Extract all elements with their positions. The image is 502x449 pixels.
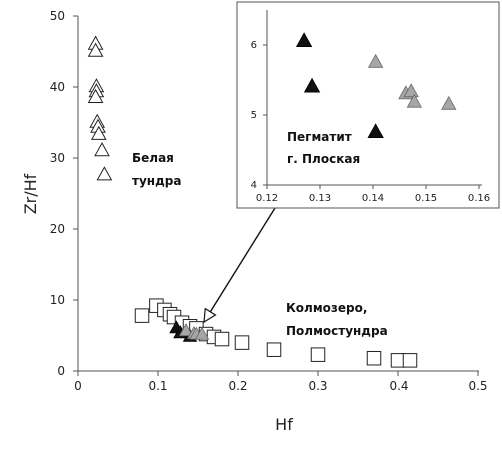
inset-x-tick-label: 0.12	[256, 193, 278, 204]
inset-x-tick-label: 0.13	[309, 193, 331, 204]
black-triangle-point	[295, 32, 313, 48]
gray-triangle-point	[406, 93, 423, 108]
zoom-arrow	[204, 207, 276, 322]
inset-x-tick-label: 0.16	[468, 193, 490, 204]
black-triangle-point	[367, 123, 384, 139]
y-tick-label: 20	[50, 222, 65, 236]
label-belaya-line2: тундра	[132, 174, 181, 188]
open-square-point	[310, 347, 326, 362]
inset-x-tick-label: 0.14	[362, 193, 384, 204]
main-plot-markers	[87, 35, 418, 368]
open-triangle-point	[87, 88, 104, 103]
open-square-point	[390, 353, 406, 368]
y-tick-label: 0	[57, 364, 65, 378]
open-triangle-point	[96, 166, 113, 181]
open-triangle-point	[94, 142, 110, 157]
y-tick-label: 50	[50, 9, 65, 23]
inset-tick-marks	[263, 44, 480, 189]
inset-y-tick-label: 6	[251, 40, 257, 51]
gray-triangle-point	[403, 83, 419, 98]
gray-triangle-point	[194, 326, 210, 340]
x-tick-label: 0.3	[308, 379, 327, 393]
y-tick-label: 10	[50, 293, 65, 307]
y-tick-label: 30	[50, 151, 65, 165]
open-square-point	[134, 308, 150, 323]
x-tick-label: 0.2	[228, 379, 247, 393]
y-axis-title: Zr/Hf	[21, 173, 40, 214]
inset-y-tick-label: 4	[251, 180, 257, 191]
open-square-point	[366, 350, 382, 366]
open-square-point	[402, 353, 418, 368]
open-triangle-point	[90, 125, 107, 140]
open-square-point	[214, 331, 230, 347]
x-tick-label: 0.4	[389, 379, 408, 393]
x-axis-title: Hf	[275, 415, 293, 434]
inset-panel	[236, 1, 500, 209]
gray-triangle-point	[367, 53, 384, 68]
open-square-point	[234, 335, 250, 350]
gray-triangle-point	[178, 323, 194, 337]
x-tick-label: 0.5	[468, 379, 487, 393]
open-triangle-point	[87, 42, 104, 57]
inset-x-tick-label: 0.15	[415, 193, 437, 204]
black-triangle-point	[303, 77, 321, 93]
x-tick-label: 0.1	[148, 379, 167, 393]
gray-triangle-point	[441, 95, 457, 110]
inset-plot-markers	[295, 32, 457, 139]
label-pegmatit-line1: Пегматит	[287, 130, 352, 144]
label-kolmozero-line2: Полмостундра	[286, 324, 388, 338]
open-square-point	[266, 342, 282, 357]
label-belaya-line1: Белая	[132, 151, 174, 165]
inset-y-tick-label: 5	[251, 110, 257, 121]
y-tick-label: 40	[50, 80, 65, 94]
x-tick-label: 0	[74, 379, 82, 393]
label-kolmozero-line1: Колмозеро,	[286, 301, 367, 315]
label-pegmatit-line2: г. Плоская	[287, 152, 360, 166]
main-tick-marks	[73, 15, 479, 376]
